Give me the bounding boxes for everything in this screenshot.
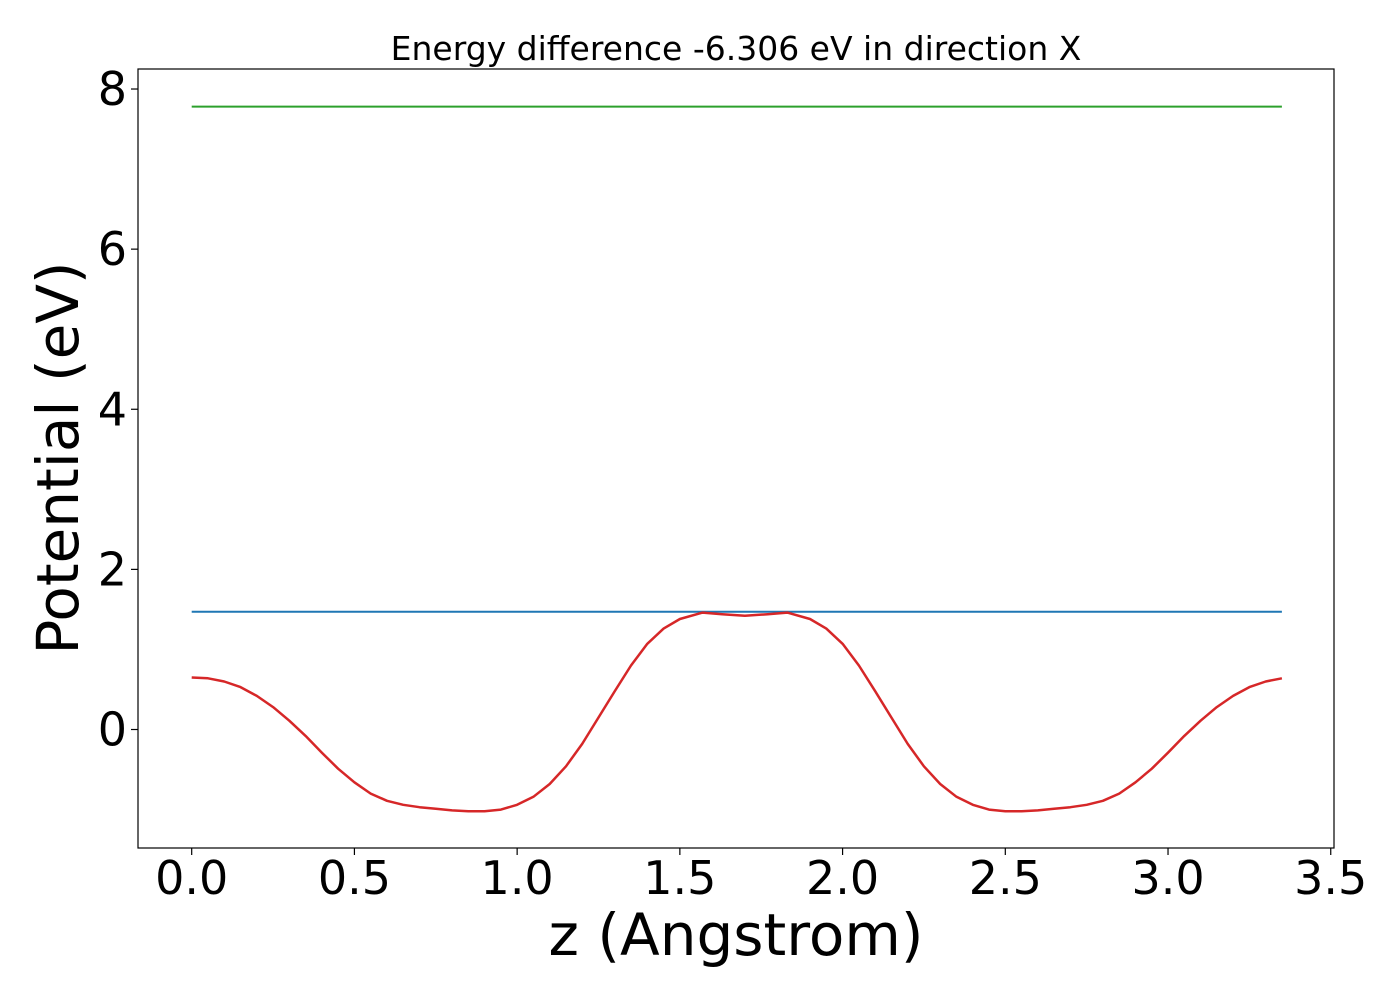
x-tick-label: 2.0 (806, 851, 879, 905)
x-tick-label: 0.0 (155, 851, 228, 905)
y-axis-ticks: 0 2 4 6 8 (98, 62, 138, 757)
x-axis-label: z (Angstrom) (549, 901, 924, 969)
chart-title: Energy difference -6.306 eV in direction… (391, 29, 1082, 68)
x-tick-label: 2.5 (969, 851, 1042, 905)
plot-frame (137, 68, 1335, 849)
series-line-2 (191, 611, 1283, 813)
y-tick-label: 4 (98, 382, 127, 436)
x-tick-label: 1.5 (643, 851, 716, 905)
y-tick-label: 6 (98, 222, 127, 276)
x-tick-label: 3.5 (1294, 851, 1367, 905)
y-tick-label: 0 (98, 703, 127, 757)
x-tick-label: 1.0 (481, 851, 554, 905)
x-axis-ticks: 0.0 0.5 1.0 1.5 2.0 2.5 3.0 3.5 (155, 848, 1367, 905)
y-tick-label: 8 (98, 62, 127, 116)
x-tick-label: 3.0 (1131, 851, 1204, 905)
y-axis-label: Potential (eV) (24, 261, 92, 654)
y-tick-label: 2 (98, 542, 127, 596)
series-layer (191, 105, 1283, 813)
x-tick-label: 0.5 (318, 851, 391, 905)
